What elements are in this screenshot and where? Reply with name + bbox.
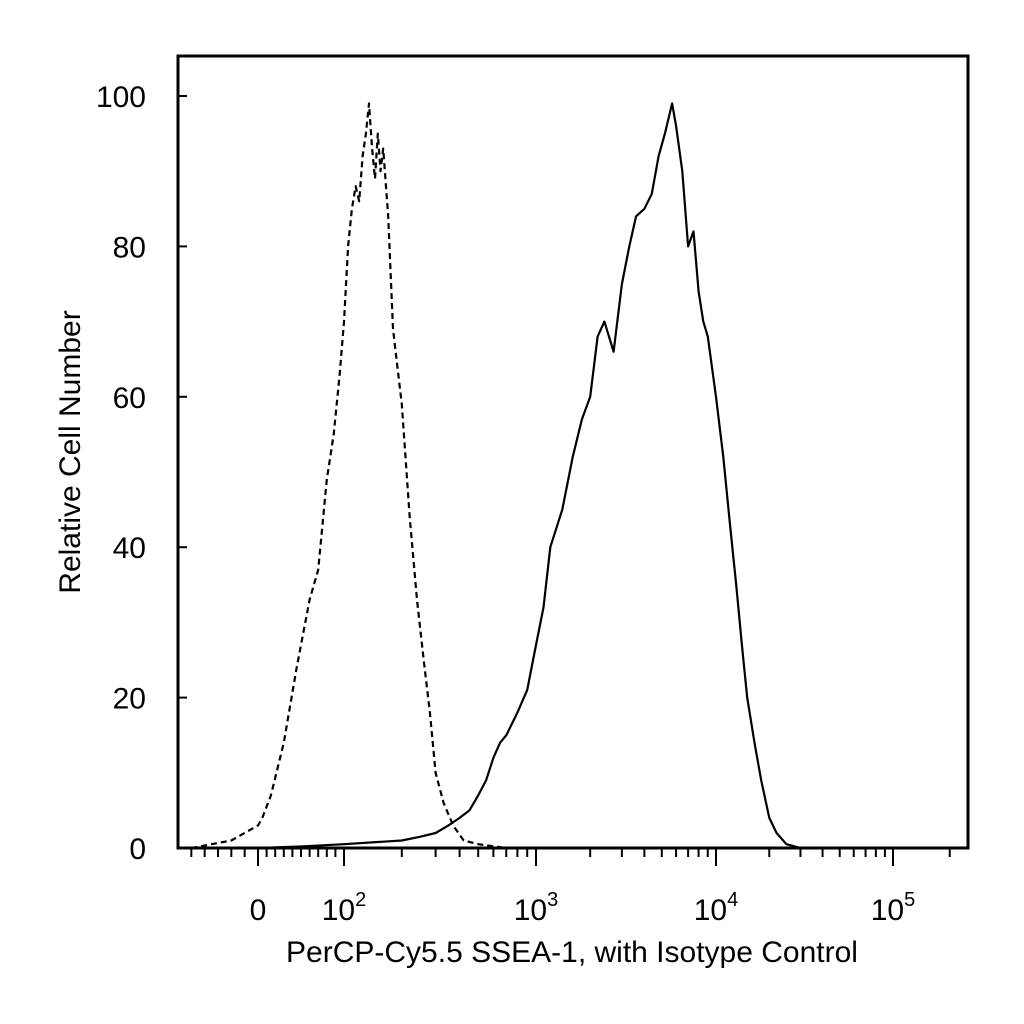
y-ticks: 0 20 40 60 80 100: [96, 81, 187, 866]
x-tick-label: 0: [250, 894, 267, 927]
y-tick-label: 80: [113, 231, 146, 264]
x-tick-label: 102: [322, 889, 367, 927]
y-tick-label: 40: [113, 532, 146, 565]
series-layer: [191, 102, 950, 850]
ssea1-line: [191, 102, 950, 850]
y-axis-label: Relative Cell Number: [54, 310, 87, 593]
x-tick-label: 104: [694, 889, 739, 927]
x-tick-label: 103: [514, 889, 559, 927]
x-tick-label: 105: [871, 889, 916, 927]
isotype-control-line: [191, 102, 950, 850]
y-tick-label: 0: [129, 833, 146, 866]
x-minor-ticks: [190, 848, 951, 857]
x-axis-label: PerCP-Cy5.5 SSEA-1, with Isotype Control: [286, 936, 858, 969]
y-tick-label: 60: [113, 382, 146, 415]
y-tick-label: 100: [96, 81, 146, 114]
y-tick-label: 20: [113, 683, 146, 716]
x-major-ticks: 0 102 103 104 105: [250, 848, 916, 927]
